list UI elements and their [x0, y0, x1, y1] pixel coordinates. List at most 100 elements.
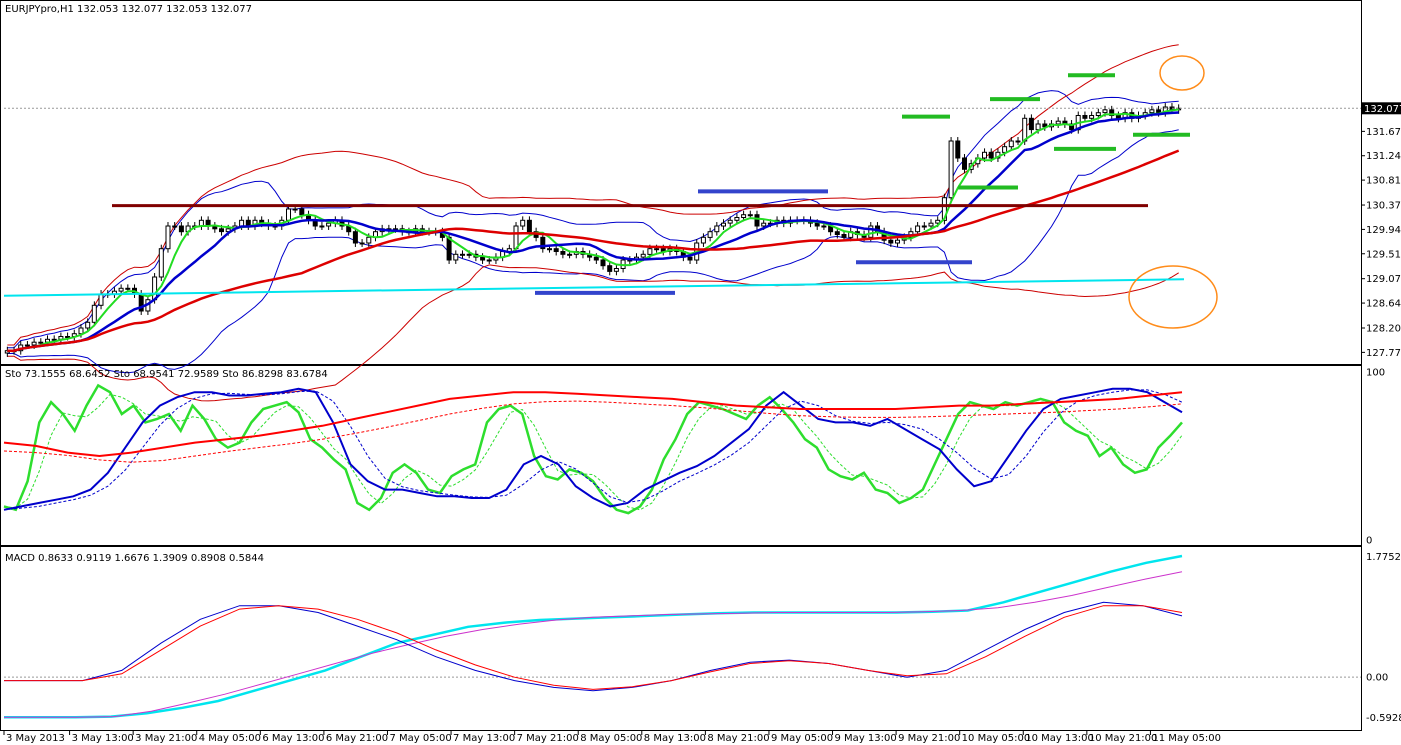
price-tick-label: 131.240	[1366, 151, 1401, 162]
candle-body	[480, 256, 486, 261]
candle-body	[607, 265, 613, 272]
candle-body	[547, 248, 552, 251]
price-tick-label: 130.370	[1366, 201, 1401, 212]
time-tick-label: 11 May 05:00	[1152, 733, 1221, 744]
candle-body	[453, 253, 459, 261]
candle-body	[1095, 112, 1101, 116]
candle-body	[647, 248, 653, 255]
candle-body	[821, 225, 827, 228]
candle-body	[1022, 117, 1028, 142]
macd-pane-title: MACD 0.8633 0.9119 1.6676 1.3909 0.8908 …	[5, 553, 264, 564]
candle-body	[486, 259, 492, 262]
time-axis: 3 May 2013 3 May 13:00 3 May 21:00 4 May 05…	[3, 731, 1221, 744]
ma-slow-line	[7, 149, 1180, 352]
candle-body	[928, 222, 934, 227]
stochastic-main-line	[3, 383, 1183, 515]
time-tick-label: 10 May 13:00	[1025, 733, 1094, 744]
macd-lines	[4, 554, 1361, 719]
candle-body	[540, 236, 546, 250]
last-price-label: 132.077	[1364, 104, 1401, 115]
candle-body	[741, 214, 747, 218]
candle-body	[319, 225, 325, 228]
ma-mid-line	[7, 111, 1179, 352]
candle-body	[118, 287, 124, 292]
macd-axis: 1.7752 0.00 -0.5928	[1366, 552, 1401, 724]
candle-body	[560, 251, 566, 255]
candle-body	[948, 140, 954, 199]
time-tick-label: 10 May 21:00	[1089, 733, 1158, 744]
candle-body	[1008, 140, 1014, 148]
candle-body	[65, 336, 71, 338]
candle-body	[962, 157, 967, 170]
time-tick-label: 6 May 13:00	[262, 733, 324, 744]
time-tick-label: 7 May 05:00	[389, 733, 451, 744]
candle-body	[727, 219, 733, 224]
price-tick-label: 130.810	[1366, 176, 1401, 187]
candle-body	[352, 231, 358, 244]
time-tick-label: 9 May 21:00	[898, 733, 960, 744]
candle-body	[714, 225, 720, 233]
time-tick-label: 3 May 21:00	[135, 733, 197, 744]
candle-body	[125, 287, 131, 290]
price-tick-label: 128.640	[1366, 299, 1401, 310]
candle-body	[178, 225, 184, 233]
price-tick-label: 127.770	[1366, 348, 1401, 359]
candle-body	[754, 214, 760, 227]
candle-body	[1149, 109, 1155, 114]
candle-body	[78, 327, 84, 335]
candle-body	[1156, 109, 1162, 114]
macd-tick-label: 0.00	[1366, 673, 1388, 684]
price-pane	[0, 0, 1362, 365]
candle-body	[834, 231, 840, 235]
ma-fast-line	[7, 108, 1179, 352]
time-tick-label: 9 May 13:00	[835, 733, 897, 744]
stochastic-signal-line	[3, 400, 1183, 463]
time-tick-label: 8 May 13:00	[644, 733, 706, 744]
time-tick-label: 8 May 21:00	[707, 733, 769, 744]
stochastic-tick-label: 0	[1366, 536, 1372, 547]
candle-body	[921, 225, 927, 228]
candle-body	[172, 225, 178, 228]
price-overlays	[3, 55, 1361, 352]
candle-body	[446, 236, 452, 261]
cyan-trendline	[3, 278, 1185, 297]
time-tick-label: 7 May 13:00	[453, 733, 515, 744]
time-tick-label: 10 May 05:00	[962, 733, 1031, 744]
candle-body	[935, 219, 941, 224]
candle-body	[841, 234, 847, 238]
candle-body	[219, 228, 224, 233]
candle-body	[941, 197, 947, 221]
candle-body	[1035, 123, 1041, 131]
candle-body	[707, 231, 713, 238]
macd-line	[4, 601, 1183, 692]
stochastic-lines	[3, 383, 1183, 515]
candle-body	[359, 242, 365, 245]
candle-body	[988, 151, 994, 159]
candle-body	[1042, 123, 1048, 128]
candle-body	[553, 248, 559, 252]
candle-body	[1028, 117, 1034, 131]
stochastic-pane-title: Sto 73.1555 68.6452 Sto 68.9541 72.9589 …	[5, 369, 328, 380]
candle-body	[700, 236, 706, 244]
candle-body	[466, 253, 472, 256]
candle-body	[1089, 115, 1095, 119]
candle-body	[98, 293, 104, 306]
macd-pane	[0, 546, 1362, 731]
candle-body	[593, 256, 599, 261]
macd-tick-label: 1.7752	[1366, 552, 1401, 563]
candle-body	[761, 222, 767, 227]
price-tick-label: 131.670	[1366, 127, 1401, 138]
price-tick-label: 129.510	[1366, 249, 1401, 260]
candle-body	[1002, 146, 1008, 153]
candle-body	[460, 253, 465, 256]
candle-body	[982, 151, 987, 159]
time-tick-label: 9 May 05:00	[771, 733, 833, 744]
candle-body	[1015, 140, 1021, 143]
bollinger-upper	[7, 90, 1179, 349]
macd-tick-label: -0.5928	[1366, 713, 1401, 724]
candle-body	[158, 248, 164, 278]
candle-body	[895, 239, 900, 244]
highlight-circle	[1159, 55, 1205, 91]
candle-body	[654, 248, 660, 251]
candle-body	[915, 225, 921, 233]
